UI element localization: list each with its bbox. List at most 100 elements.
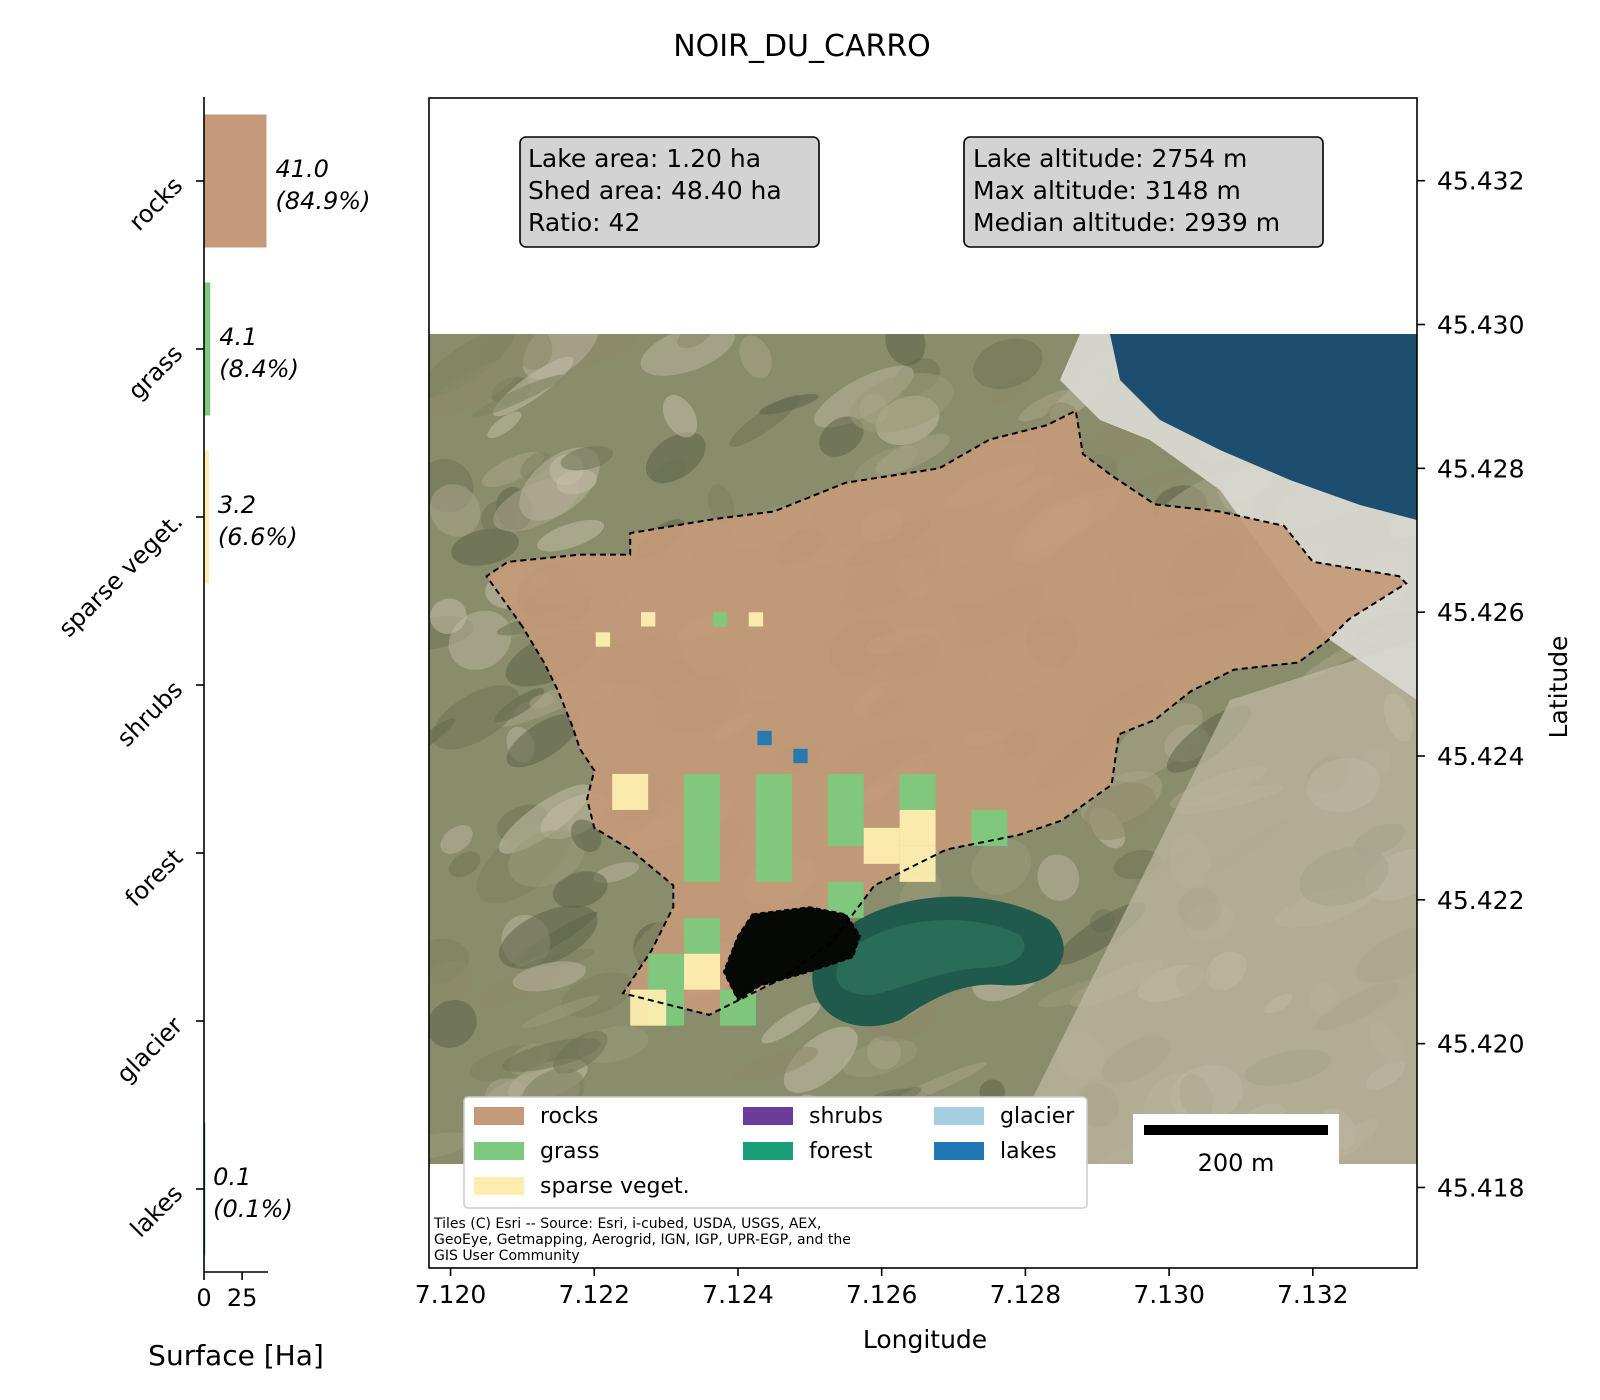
legend-label-forest: forest xyxy=(809,1139,873,1164)
map-ytick-label: 45.430 xyxy=(1437,311,1524,340)
landcover-cell-grass xyxy=(755,809,792,846)
bar-rocks xyxy=(204,114,267,248)
landcover-cell-sparse xyxy=(899,809,936,846)
terrain-patch xyxy=(973,338,1043,390)
terrain-patch xyxy=(537,519,605,552)
terrain-patch xyxy=(552,871,608,909)
terrain-patch xyxy=(875,433,950,475)
terrain-patch xyxy=(739,335,772,379)
map-ytick-label: 45.418 xyxy=(1437,1173,1524,1202)
landcover-cell-sparse xyxy=(630,989,667,1026)
landcover-cell-sparse xyxy=(748,612,764,627)
bar-xtick-label: 0 xyxy=(196,1284,211,1312)
landcover-cell-sparse xyxy=(863,827,900,864)
terrain-patch xyxy=(512,334,553,370)
terrain-patch xyxy=(819,416,864,457)
landcover-cell-grass xyxy=(827,809,864,846)
scree-slope xyxy=(1000,640,1417,1164)
map-ytick-label: 45.426 xyxy=(1437,598,1524,627)
terrain-patch xyxy=(529,693,555,709)
bar-value-label: (6.6%) xyxy=(218,523,298,551)
bar-value-label: (0.1%) xyxy=(213,1195,293,1223)
bar-category-forest: forest xyxy=(120,843,189,912)
bar-value-label: (8.4%) xyxy=(219,355,299,383)
watershed-outline xyxy=(485,409,1408,1016)
info-lake-area: Lake area: 1.20 ha xyxy=(528,144,761,173)
terrain-patch xyxy=(867,1035,901,1070)
map-frame xyxy=(428,97,1418,1269)
map-ytick-label: 45.420 xyxy=(1437,1030,1524,1059)
scale-bar: 200 m xyxy=(1133,1114,1339,1184)
terrain-patch xyxy=(1110,703,1203,782)
scale-bar-label: 200 m xyxy=(1198,1149,1275,1177)
bar-value-label: 41.0 xyxy=(275,155,328,183)
landcover-cell-grass xyxy=(827,773,864,810)
bar-category-sparse: sparse veget. xyxy=(53,507,188,642)
terrain-patch xyxy=(512,961,586,992)
terrain-patch xyxy=(448,610,512,670)
landcover-cell-sparse xyxy=(595,632,611,647)
legend-swatch-shrubs xyxy=(743,1107,793,1125)
bar-category-grass: grass xyxy=(123,339,189,405)
bar-category-rocks: rocks xyxy=(123,171,188,236)
bar-chart-x-ticks: 0 25 xyxy=(196,1272,257,1312)
terrain-patch xyxy=(451,528,519,566)
landcover-cell-grass xyxy=(648,953,685,990)
landcover-cell-grass xyxy=(684,809,721,846)
terrain-patch xyxy=(850,373,954,433)
map-xlabel: Longitude xyxy=(863,1325,987,1354)
terrain-patch xyxy=(1122,462,1207,493)
landcover-cell-grass xyxy=(684,917,721,954)
landcover-cell-sparse xyxy=(684,953,721,990)
bar-category-glacier: glacier xyxy=(111,1011,188,1088)
info-box-left: Lake area: 1.20 ha Shed area: 48.40 ha R… xyxy=(519,136,820,248)
surface-bar-chart: 41.0 (84.9%) 4.1 (8.4%) 3.2 (6.6%) 0.1 (0.1%) r… xyxy=(53,97,370,1372)
map-ylabel: Latitude xyxy=(1544,636,1573,739)
terrain-patch xyxy=(1018,389,1073,422)
legend-label-glacier: glacier xyxy=(1000,1104,1075,1129)
map-xtick-label: 7.126 xyxy=(846,1280,918,1309)
terrain-patch xyxy=(707,484,735,525)
legend-swatch-sparse xyxy=(474,1177,524,1195)
info-box-right: Lake altitude: 2754 m Max altitude: 3148… xyxy=(963,136,1324,248)
terrain-patch xyxy=(429,960,474,1013)
terrain-patch xyxy=(506,713,580,768)
legend-label-lakes: lakes xyxy=(1000,1139,1057,1164)
landcover-cell-grass xyxy=(755,773,792,810)
landcover-cell-sparse xyxy=(640,612,656,627)
map-ytick-label: 45.422 xyxy=(1437,886,1524,915)
terrain-patch xyxy=(645,432,706,483)
terrain-patch xyxy=(560,446,613,471)
bar-xtick-label: 25 xyxy=(227,1284,258,1312)
bar-value-label: 4.1 xyxy=(219,323,257,351)
bars-layer xyxy=(204,114,267,1256)
landcover-cell-grass xyxy=(712,612,728,627)
terrain-patch xyxy=(662,395,698,438)
terrain-patch xyxy=(440,825,473,854)
bar-chart-xlabel: Surface [Ha] xyxy=(148,1339,324,1372)
map-xtick-label: 7.124 xyxy=(702,1280,774,1309)
legend-swatch-glacier xyxy=(934,1107,984,1125)
lake-outline xyxy=(722,906,861,1002)
terrain-patch xyxy=(731,1046,819,1083)
terrain-patch xyxy=(1037,854,1080,901)
legend-swatch-forest xyxy=(743,1142,793,1160)
map-ytick-label: 45.424 xyxy=(1437,742,1524,771)
bar-category-shrubs: shrubs xyxy=(111,675,188,752)
map-xtick-label: 7.132 xyxy=(1277,1280,1349,1309)
terrain-patch xyxy=(429,334,514,398)
terrain-patch xyxy=(487,411,522,439)
attribution-line-3: GIS User Community xyxy=(434,1248,580,1264)
landcover-cell-lakes xyxy=(757,730,772,746)
bar-labels-layer: 41.0 (84.9%) 4.1 (8.4%) 3.2 (6.6%) 0.1 (0.1%) xyxy=(213,155,370,1223)
landcover-cell-grass xyxy=(755,845,792,882)
terrain-patch xyxy=(449,851,481,878)
legend-label-rocks: rocks xyxy=(540,1104,598,1129)
valley-lake-inner xyxy=(836,920,1025,995)
terrain-patch xyxy=(429,357,524,419)
legend-label-sparse: sparse veget. xyxy=(540,1174,690,1199)
legend-swatch-lakes xyxy=(934,1142,984,1160)
bar-category-lakes: lakes xyxy=(125,1179,188,1242)
map-xtick-label: 7.122 xyxy=(558,1280,630,1309)
